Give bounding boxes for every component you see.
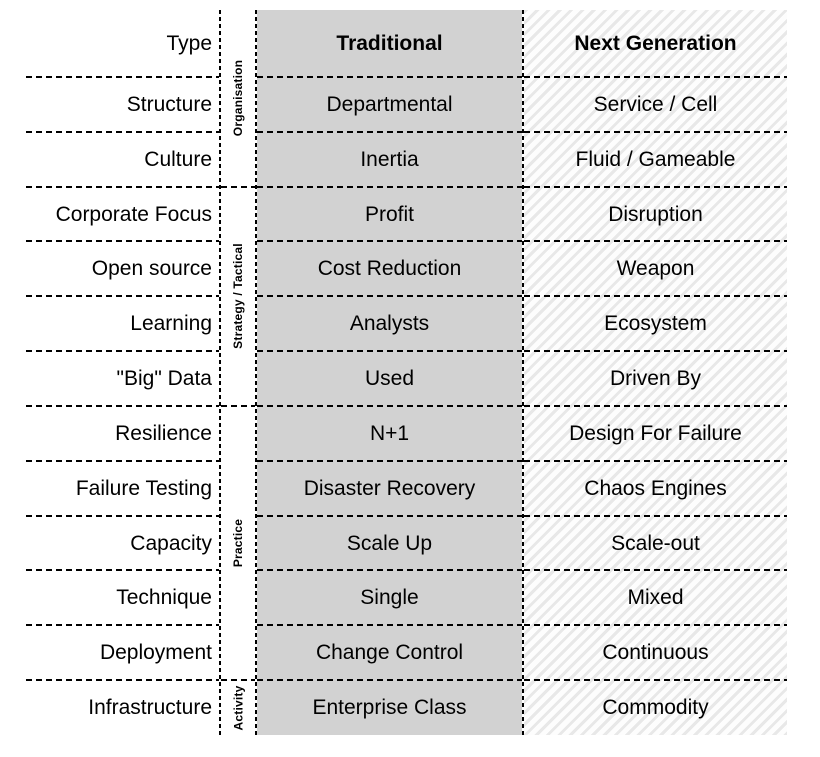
cell-traditional: Cost Reduction (257, 241, 522, 298)
next-generation-header: Next Generation (524, 10, 787, 78)
row-label: Open source (26, 241, 219, 298)
row-label: Corporate Focus (26, 187, 219, 243)
category-column-right-divider (255, 10, 257, 737)
cell-next-generation: Chaos Engines (524, 461, 787, 517)
cell-next-generation: Design For Failure (524, 406, 787, 462)
traditional-next-divider (522, 10, 524, 737)
cell-next-generation: Commodity (602, 696, 709, 720)
row-label: Resilience (26, 406, 219, 462)
cell-traditional: Change Control (257, 625, 522, 681)
row-label: Structure (26, 77, 219, 133)
traditional-column: Traditional Departmental Inertia Profit Cost… (257, 10, 522, 735)
row-label: "Big" Data (26, 351, 219, 407)
category-column: Organisation Strategy / Tactical Practice A… (221, 10, 255, 735)
cell-next-generation: Ecosystem (524, 296, 787, 352)
cell-next-generation: Driven By (524, 351, 787, 407)
cell-next-generation: Weapon (524, 241, 787, 298)
cell-traditional: Disaster Recovery (257, 461, 522, 517)
cell-next-generation: Scale-out (524, 516, 787, 572)
cell-next-generation: Service / Cell (524, 77, 787, 133)
category-group: Activity (221, 680, 255, 735)
cell-traditional: Enterprise Class (312, 696, 467, 720)
category-group-label: Activity (231, 685, 246, 731)
category-group: Strategy / Tactical (221, 187, 255, 408)
row-label: Failure Testing (26, 461, 219, 517)
category-group-label: Practice (231, 518, 245, 568)
row-label: Technique (26, 570, 219, 627)
row-label: Capacity (26, 516, 219, 572)
row-label: Infrastructure (88, 696, 212, 720)
row-label: Learning (26, 296, 219, 352)
row-label: Deployment (26, 625, 219, 681)
cell-traditional: Used (257, 351, 522, 407)
cell-traditional: Analysts (257, 296, 522, 352)
traditional-header: Traditional (257, 10, 522, 78)
category-group-label: Strategy / Tactical (231, 243, 245, 350)
category-column-left-divider (219, 10, 221, 737)
cell-traditional: Departmental (257, 77, 522, 133)
category-group: Practice (221, 406, 255, 682)
next-generation-column: Next Generation Service / Cell Fluid / Gam… (524, 10, 787, 735)
cell-traditional: N+1 (257, 406, 522, 462)
cell-next-generation: Mixed (524, 570, 787, 627)
cell-traditional: Inertia (257, 132, 522, 188)
cell-next-generation: Continuous (524, 625, 787, 681)
cell-traditional: Profit (257, 187, 522, 243)
cell-traditional: Single (257, 570, 522, 627)
row-label: Type (26, 10, 219, 78)
row-label: Culture (26, 132, 219, 188)
row-labels-column: Type Structure Culture Corporate Focus Open … (26, 10, 219, 735)
cell-traditional: Scale Up (257, 516, 522, 572)
cell-next-generation: Fluid / Gameable (524, 132, 787, 188)
cell-next-generation: Disruption (524, 187, 787, 243)
category-group-label: Organisation (231, 60, 246, 137)
category-group: Organisation (221, 10, 255, 188)
